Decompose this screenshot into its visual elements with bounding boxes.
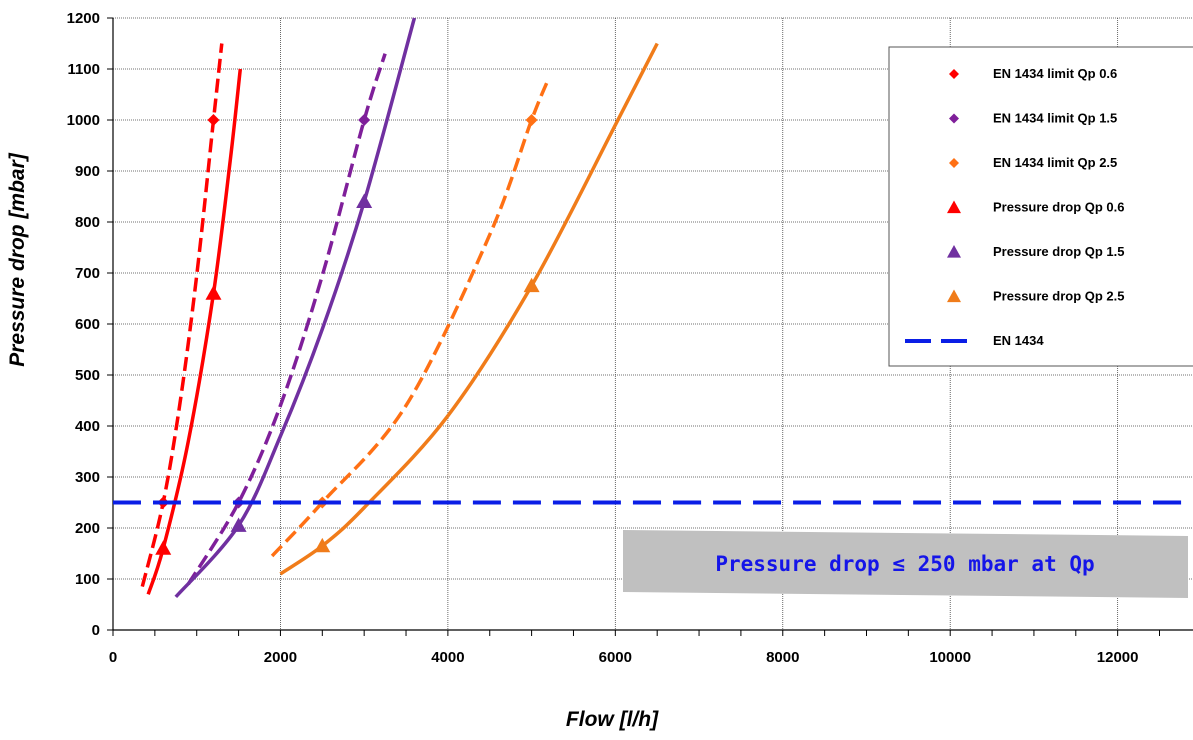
annotation-text: Pressure drop ≤ 250 mbar at Qp bbox=[715, 552, 1094, 576]
y-tick-label: 1200 bbox=[67, 10, 100, 27]
data-point-triangle bbox=[356, 193, 373, 208]
axes: 0 100 200 300 400 500 600 700 800 900 1000 1100 1200… bbox=[67, 10, 1193, 666]
data-point-triangle bbox=[230, 517, 247, 532]
annotation-box bbox=[623, 530, 1188, 598]
y-tick-label: 1000 bbox=[67, 112, 100, 129]
axis-titles: Flow [l/h] Pressure drop [mbar] bbox=[6, 152, 659, 731]
y-tick-label: 100 bbox=[75, 571, 100, 588]
legend-label: EN 1434 limit Qp 1.5 bbox=[993, 111, 1117, 126]
series-2 bbox=[186, 53, 387, 586]
series-line bbox=[279, 42, 659, 576]
legend-label: Pressure drop Qp 0.6 bbox=[993, 200, 1125, 215]
x-tick-label: 8000 bbox=[766, 649, 799, 666]
data-point-diamond bbox=[358, 114, 371, 126]
x-tick-label: 12000 bbox=[1097, 649, 1139, 666]
data-point-triangle bbox=[155, 540, 172, 555]
y-tick-label: 400 bbox=[75, 418, 100, 435]
data-point-diamond bbox=[207, 114, 220, 126]
y-tick-label: 300 bbox=[75, 469, 100, 486]
x-axis-title: Flow [l/h] bbox=[566, 708, 659, 731]
x-tick-label: 4000 bbox=[431, 649, 464, 666]
legend: EN 1434 limit Qp 0.6 EN 1434 limit Qp 1.5… bbox=[888, 46, 1193, 367]
data-point-diamond bbox=[525, 114, 538, 126]
series-4 bbox=[146, 68, 243, 595]
x-tick-label: 10000 bbox=[929, 649, 971, 666]
series-layer bbox=[112, 17, 1193, 599]
data-point-triangle bbox=[314, 537, 331, 553]
legend-label: Pressure drop Qp 2.5 bbox=[993, 289, 1125, 304]
x-tick-label: 0 bbox=[109, 649, 117, 666]
data-point-triangle bbox=[523, 277, 540, 293]
legend-label: EN 1434 bbox=[993, 333, 1044, 348]
y-tick-label: 1100 bbox=[67, 61, 100, 78]
series-line bbox=[186, 53, 387, 586]
y-tick-label: 600 bbox=[75, 316, 100, 333]
annotation-banner: Pressure drop ≤ 250 mbar at Qp bbox=[623, 530, 1188, 598]
legend-marker-diamond bbox=[949, 69, 959, 79]
x-tick-label: 2000 bbox=[264, 649, 297, 666]
y-tick-label: 800 bbox=[75, 214, 100, 231]
legend-marker-triangle bbox=[947, 289, 961, 303]
legend-marker-diamond bbox=[949, 158, 959, 168]
legend-marker-triangle bbox=[947, 245, 961, 258]
series-6 bbox=[279, 42, 659, 576]
series-5 bbox=[174, 17, 417, 599]
legend-marker-diamond bbox=[949, 113, 959, 124]
y-tick-label: 500 bbox=[75, 367, 100, 384]
data-point-triangle bbox=[205, 285, 222, 300]
legend-marker-triangle bbox=[947, 200, 961, 214]
y-tick-label: 0 bbox=[92, 622, 100, 639]
y-tick-label: 700 bbox=[75, 265, 100, 282]
series-line bbox=[270, 78, 550, 558]
y-tick-label: 200 bbox=[75, 520, 100, 537]
legend-box bbox=[888, 46, 1193, 367]
legend-label: EN 1434 limit Qp 0.6 bbox=[993, 66, 1117, 81]
series-3 bbox=[270, 78, 550, 558]
y-axis-title: Pressure drop [mbar] bbox=[6, 152, 29, 367]
legend-label: EN 1434 limit Qp 2.5 bbox=[993, 155, 1117, 170]
legend-label: Pressure drop Qp 1.5 bbox=[993, 244, 1125, 259]
y-tick-label: 900 bbox=[75, 163, 100, 180]
x-tick-label: 6000 bbox=[599, 649, 632, 666]
